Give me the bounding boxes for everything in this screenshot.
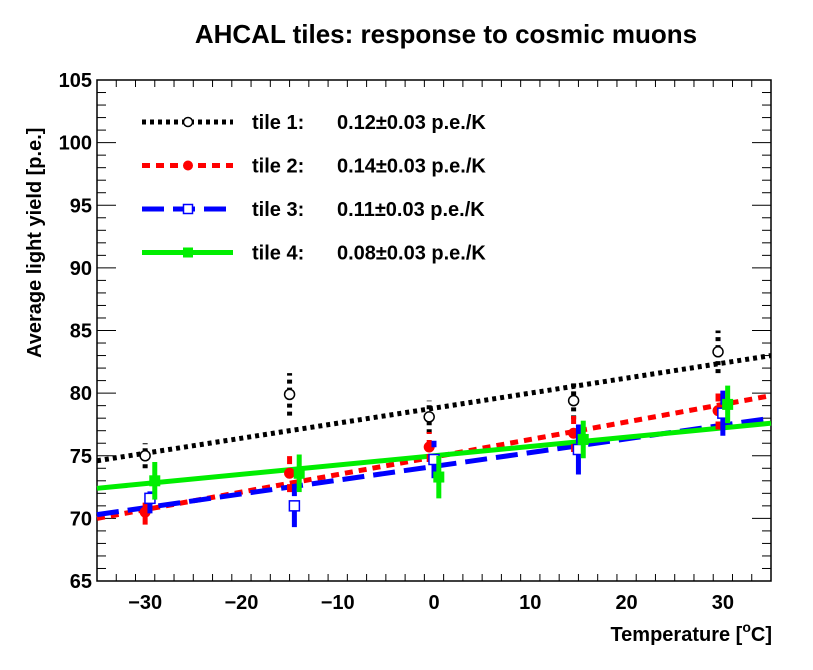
data-points (139, 330, 734, 528)
y-tick-label: 75 (70, 446, 92, 468)
y-tick-label: 70 (70, 508, 92, 530)
legend-marker-tile-2 (183, 160, 193, 171)
data-point-tile-2 (284, 467, 296, 479)
legend-marker-tile-1 (182, 116, 194, 128)
legend-value-tile-4: 0.08±0.03 p.e./K (337, 243, 486, 265)
data-point-tile-4 (149, 475, 161, 487)
y-axis-ticks: 65 70 75 80 85 90 95 100 105 (59, 70, 771, 593)
y-tick-label: 90 (70, 258, 92, 280)
x-axis-label-main: Temperature [ (610, 624, 742, 646)
y-tick-label: 100 (59, 133, 92, 155)
y-tick-label: 95 (70, 195, 92, 217)
legend-label-tile-1: tile 1: (252, 112, 304, 134)
legend: tile 1: 0.12±0.03 p.e./K tile 2: 0.14±0.03 … (142, 112, 486, 265)
legend-marker-tile-3 (182, 203, 194, 215)
data-point-tile-4 (293, 467, 305, 479)
data-point-tile-1 (283, 388, 296, 401)
y-axis-label: Average light yield [p.e.] (24, 128, 46, 358)
fit-lines (96, 353, 772, 521)
x-axis-label-superscript: o (742, 619, 751, 635)
fit-line-tile-1 (96, 353, 772, 464)
x-tick-label: 30 (712, 592, 734, 614)
x-tick-label: 0 (428, 592, 439, 614)
y-tick-label: 80 (70, 383, 92, 405)
x-axis-label: Temperature [oC] (610, 619, 772, 646)
data-point-tile-1 (567, 394, 580, 407)
x-tick-label: 10 (519, 592, 541, 614)
legend-value-tile-3: 0.11±0.03 p.e./K (337, 199, 485, 221)
x-tick-label: −20 (224, 592, 258, 614)
legend-label-tile-4: tile 4: (252, 243, 304, 265)
x-tick-label: −10 (321, 592, 355, 614)
chart-title: AHCAL tiles: response to cosmic muons (195, 19, 697, 49)
legend-value-tile-1: 0.12±0.03 p.e./K (337, 112, 486, 134)
legend-value-tile-2: 0.14±0.03 p.e./K (337, 156, 486, 178)
data-point-tile-1 (712, 346, 724, 358)
x-tick-label: 20 (615, 592, 637, 614)
legend-marker-tile-4 (183, 247, 193, 258)
legend-label-tile-2: tile 2: (252, 156, 304, 178)
x-tick-label: −30 (128, 592, 162, 614)
x-axis-ticks: −30 −20 −10 0 10 20 30 (96, 80, 772, 614)
y-tick-label: 65 (70, 571, 92, 593)
data-point-tile-3 (288, 500, 301, 512)
data-point-tile-4 (722, 398, 734, 410)
data-point-tile-4 (433, 471, 445, 483)
data-point-tile-1 (139, 450, 151, 462)
legend-label-tile-3: tile 3: (252, 199, 304, 221)
x-axis-label-end: C] (751, 624, 772, 646)
y-tick-label: 105 (59, 70, 92, 92)
data-point-tile-1 (423, 411, 435, 423)
data-point-tile-4 (577, 433, 589, 445)
y-tick-label: 85 (70, 321, 92, 343)
